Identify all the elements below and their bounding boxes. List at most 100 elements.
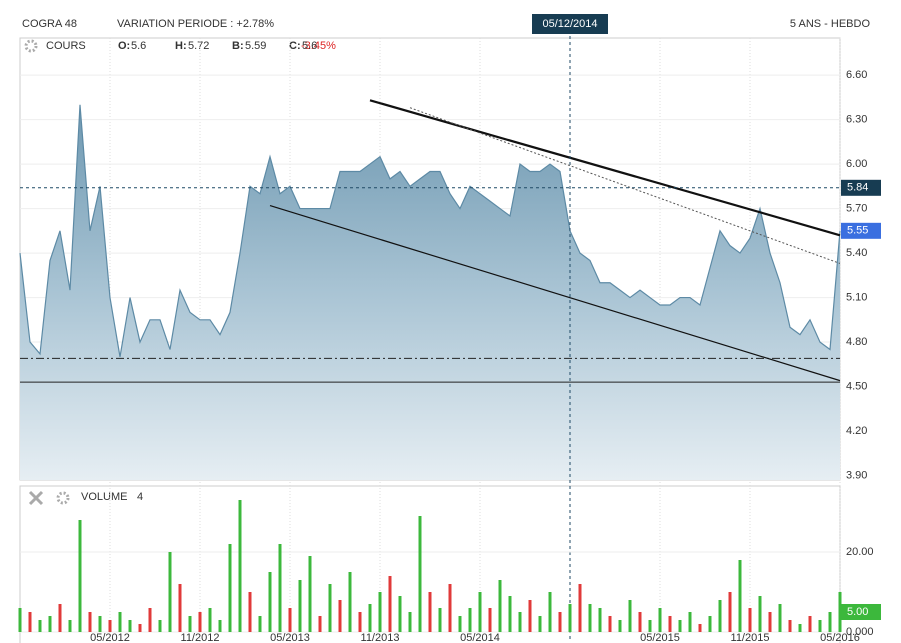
volume-bar	[338, 600, 342, 632]
volume-bar	[28, 612, 32, 632]
volume-bar	[728, 592, 732, 632]
volume-bar	[108, 620, 112, 632]
volume-bar	[58, 604, 62, 632]
crosshair-box	[532, 14, 608, 34]
y-tick-label: 6.30	[846, 113, 867, 125]
volume-bar	[498, 580, 502, 632]
volume-bar	[488, 608, 492, 632]
volume-bar	[408, 612, 412, 632]
chart-title: COGRA 48	[22, 18, 77, 30]
crosshair-label: 05/12/2014	[542, 18, 597, 30]
volume-bar	[628, 600, 632, 632]
ohlc-value: 5.6	[302, 40, 317, 52]
ohlc-label: O:	[118, 40, 130, 52]
volume-bar	[18, 608, 22, 632]
volume-bar	[78, 520, 82, 632]
volume-bar	[568, 604, 572, 632]
close-icon[interactable]	[28, 490, 44, 506]
y-tick-label: 3.90	[846, 469, 867, 481]
x-tick-label: 11/2012	[181, 632, 220, 643]
volume-bar	[398, 596, 402, 632]
volume-bar	[588, 604, 592, 632]
trendline	[269, 205, 841, 382]
volume-bar	[298, 580, 302, 632]
settings-icon[interactable]	[56, 491, 70, 505]
volume-bar	[828, 612, 832, 632]
last-marker	[841, 222, 881, 239]
y-tick-label: 5.40	[846, 247, 867, 259]
price-marker	[841, 179, 881, 196]
volume-bar	[518, 612, 522, 632]
volume-bar	[618, 620, 622, 632]
x-tick-label: 05/2013	[270, 632, 310, 643]
volume-bar	[198, 612, 202, 632]
volume-bar	[98, 616, 102, 632]
volume-bar	[238, 500, 242, 632]
volume-bar	[458, 616, 462, 632]
x-tick-label: 11/2013	[361, 632, 400, 643]
y-tick-label: 5.10	[846, 291, 867, 303]
volume-bar	[248, 592, 252, 632]
y-tick-label: 4.20	[846, 425, 867, 437]
y-tick-label: 6.60	[846, 69, 867, 81]
volume-bar	[668, 616, 672, 632]
area	[20, 104, 840, 480]
volume-bar	[688, 612, 692, 632]
volume-bar	[748, 608, 752, 632]
volume-bar	[818, 620, 822, 632]
volume-period: 4	[137, 491, 143, 503]
volume-bar	[348, 572, 352, 632]
volume-bar	[758, 596, 762, 632]
volume-bar	[418, 516, 422, 632]
y-tick-label: 4.50	[846, 380, 867, 392]
x-tick-label: 11/2015	[731, 632, 770, 643]
volume-bar	[118, 612, 122, 632]
volume-bar	[158, 620, 162, 632]
y-tick-label: 0.000	[846, 626, 874, 638]
volume-bar	[368, 604, 372, 632]
volume-bar	[428, 592, 432, 632]
ohlc-label: C:	[289, 40, 301, 52]
volume-bar	[808, 616, 812, 632]
volume-bar	[708, 616, 712, 632]
volume-bar	[138, 624, 142, 632]
volume-bar	[538, 616, 542, 632]
y-tick-label: 5.70	[846, 202, 867, 214]
volume-bar	[698, 624, 702, 632]
volume-bar	[278, 544, 282, 632]
volume-bar	[228, 544, 232, 632]
volume-bar	[318, 616, 322, 632]
ohlc-label: H:	[175, 40, 187, 52]
x-tick-label: 05/2016	[820, 632, 860, 643]
volume-bar	[558, 612, 562, 632]
volume-bar	[288, 608, 292, 632]
volume-bar	[378, 592, 382, 632]
volume-bar	[48, 616, 52, 632]
volume-bar	[768, 612, 772, 632]
y-tick-label: 4.80	[846, 336, 867, 348]
subtitle: VARIATION PERIODE : +2.78%	[117, 18, 274, 30]
volume-bar	[658, 608, 662, 632]
last-marker-label: 5.55	[847, 225, 868, 237]
volume-bar	[838, 592, 842, 632]
volume-label: VOLUME	[81, 491, 127, 503]
settings-icon[interactable]	[24, 39, 38, 53]
volume-bar	[778, 604, 782, 632]
x-tick-label: 05/2012	[90, 632, 130, 643]
volume-bar	[358, 612, 362, 632]
ohlc-value: 5.59	[245, 40, 266, 52]
price-marker-label: 5.84	[847, 182, 868, 194]
volume-bar	[148, 608, 152, 632]
x-tick-label: 05/2014	[460, 632, 500, 643]
volume-bar	[68, 620, 72, 632]
volume-bar	[448, 584, 452, 632]
volume-bar	[608, 616, 612, 632]
volume-bar	[208, 608, 212, 632]
volume-bar	[38, 620, 42, 632]
volume-bar	[388, 576, 392, 632]
volume-bar	[88, 612, 92, 632]
volume-bar	[678, 620, 682, 632]
change: -3.45%	[301, 40, 336, 52]
volume-bar	[528, 600, 532, 632]
